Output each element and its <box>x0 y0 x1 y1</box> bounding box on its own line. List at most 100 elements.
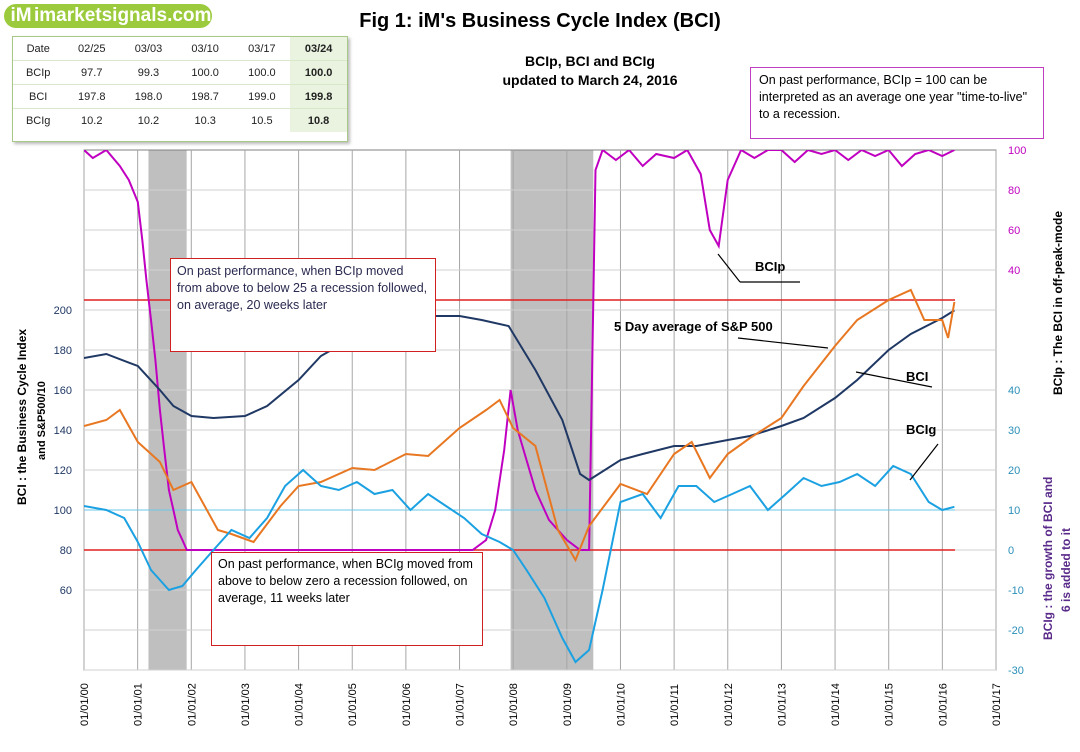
series-lines <box>84 150 956 664</box>
table-header: 03/03 <box>120 37 177 61</box>
note-bcip-ttl: On past performance, BCIp = 100 can be i… <box>750 67 1044 139</box>
left-tick-label: 100 <box>54 505 72 517</box>
x-tick-label: 01/01/02 <box>186 683 198 726</box>
table-header: 03/10 <box>176 37 234 61</box>
table-header: 03/17 <box>233 37 291 61</box>
x-tick-label: 01/01/03 <box>240 683 252 726</box>
left-tick-label: 200 <box>54 305 72 317</box>
table-cell: 100.0 <box>176 60 234 85</box>
x-tick-label: 01/01/10 <box>615 683 627 726</box>
x-tick-label: 01/01/09 <box>562 683 574 726</box>
table-cell: 10.8 <box>290 108 347 132</box>
table-cell: 199.0 <box>233 84 291 109</box>
annotation-bcig-arrow <box>909 443 939 481</box>
annotation-bci-arrow <box>855 371 933 388</box>
table-row-label: BCIp <box>13 60 64 85</box>
right-tick-label-bcig: 10 <box>1008 505 1020 517</box>
x-tick-label: 01/01/04 <box>294 683 306 726</box>
left-tick-label: 140 <box>54 425 72 437</box>
right-tick-label-bcig: 20 <box>1008 465 1020 477</box>
table-cell: 197.8 <box>63 84 121 109</box>
right-axis-title-bcig: 6 is added to it <box>1059 528 1073 612</box>
values-table: Date 02/25 03/03 03/10 03/17 03/24 BCIp … <box>12 36 348 142</box>
chart-subtitle: BCIp, BCI and BCIg updated to March 24, … <box>430 52 750 90</box>
x-tick-label: 01/01/16 <box>937 683 949 726</box>
table-cell: 100.0 <box>233 60 291 85</box>
logo-mark: iM <box>10 5 32 26</box>
table-row-label: BCI <box>13 84 64 109</box>
right-tick-label-bcig: 40 <box>1008 385 1020 397</box>
annotation-bcip: BCIp <box>755 259 785 274</box>
table-row: BCI 197.8 198.0 198.7 199.0 199.8 <box>13 84 347 109</box>
x-tick-label: 01/01/05 <box>347 683 359 726</box>
x-tick-label: 01/01/13 <box>776 683 788 726</box>
left-tick-label: 60 <box>60 585 72 597</box>
left-tick-label: 80 <box>60 545 72 557</box>
annotation-bcig: BCIg <box>906 422 936 437</box>
logo-text: imarketsignals.com <box>34 5 212 26</box>
subtitle-line1: BCIp, BCI and BCIg <box>525 53 655 69</box>
right-tick-label-bcig: 0 <box>1008 545 1014 557</box>
annotation-bci: BCI <box>906 369 928 384</box>
table-header: 02/25 <box>63 37 121 61</box>
right-tick-label-bcig: 30 <box>1008 425 1020 437</box>
table-cell: 199.8 <box>290 84 347 109</box>
annotation-bcip-arrow <box>717 253 741 283</box>
left-axis-title: and S&P500/10 <box>36 381 48 460</box>
left-axis-title: BCI : the Business Cycle Index <box>15 329 29 505</box>
left-tick-label: 180 <box>54 345 72 357</box>
brand-logo: iM imarketsignals.com <box>4 4 212 28</box>
table-cell: 10.2 <box>81 114 103 127</box>
table-cell: 99.3 <box>120 60 177 85</box>
table-cell: 10.2 <box>137 114 160 127</box>
note-bcig-rule: On past performance, when BCIg moved fro… <box>211 552 483 646</box>
table-cell: 100.0 <box>290 60 347 85</box>
recession-bands <box>148 150 594 670</box>
annotations: BCIp 5 Day average of S&P 500 BCI BCIg <box>614 253 939 481</box>
right-tick-label-bcip: 40 <box>1008 265 1020 277</box>
x-tick-label: 01/01/06 <box>401 683 413 726</box>
annotation-sp500-arrow <box>737 337 829 349</box>
right-tick-label-bcig: -10 <box>1008 585 1024 597</box>
right-tick-label-bcip: 100 <box>1008 145 1026 157</box>
table-cell: 10.5 <box>251 114 273 127</box>
table-cell: 198.7 <box>176 84 234 109</box>
chart-title: Fig 1: iM's Business Cycle Index (BCI) <box>359 10 721 32</box>
note-bcip-rule: On past performance, when BCIp moved fro… <box>170 258 436 352</box>
left-tick-label: 120 <box>54 465 72 477</box>
x-tick-label: 01/01/01 <box>133 683 145 726</box>
right-tick-label-bcip: 60 <box>1008 225 1020 237</box>
right-tick-label-bcig: -20 <box>1008 625 1024 637</box>
series-line-bcip <box>84 150 955 551</box>
right-tick-label-bcig: -30 <box>1008 665 1024 677</box>
table-header-row: Date 02/25 03/03 03/10 03/17 03/24 <box>13 37 347 61</box>
table-row: BCIp 97.7 99.3 100.0 100.0 100.0 <box>13 60 347 85</box>
x-tick-label: 01/01/08 <box>508 683 520 726</box>
series-line-s-p-500-5-day-average- <box>84 288 956 563</box>
table-cell: 198.0 <box>120 84 177 109</box>
series-line-bcig <box>84 464 955 664</box>
table-cell: 10.3 <box>194 114 216 127</box>
subtitle-line2: updated to March 24, 2016 <box>502 72 678 88</box>
x-tick-label: 01/01/15 <box>884 683 896 726</box>
right-tick-label-bcip: 80 <box>1008 185 1020 197</box>
recession-band <box>510 150 594 670</box>
right-axis-title-bcip: BCIp : The BCI in off-peak-mode <box>1051 211 1065 395</box>
table-row-label: BCIg <box>25 114 51 127</box>
right-axis-title-bcig: BCIg : the growth of BCI and <box>1041 477 1055 640</box>
left-tick-label: 160 <box>54 385 72 397</box>
table-header: Date <box>13 37 64 61</box>
x-tick-label: 01/01/14 <box>830 683 842 726</box>
x-tick-label: 01/01/07 <box>455 683 467 726</box>
x-tick-label: 01/01/00 <box>79 683 91 726</box>
axes: 01/01/00 01/01/01 01/01/02 01/01/03 01/01/04… <box>15 145 1073 726</box>
annotation-sp500: 5 Day average of S&P 500 <box>614 319 773 334</box>
x-tick-label: 01/01/17 <box>991 683 1003 726</box>
x-tick-label: 01/01/12 <box>723 683 735 726</box>
table-row: BCIg 10.2 10.2 10.3 10.5 10.8 <box>13 108 347 132</box>
table-cell: 97.7 <box>63 60 121 85</box>
table-header: 03/24 <box>290 37 347 61</box>
series-line-bci <box>84 309 955 482</box>
x-tick-label: 01/01/11 <box>669 684 681 726</box>
